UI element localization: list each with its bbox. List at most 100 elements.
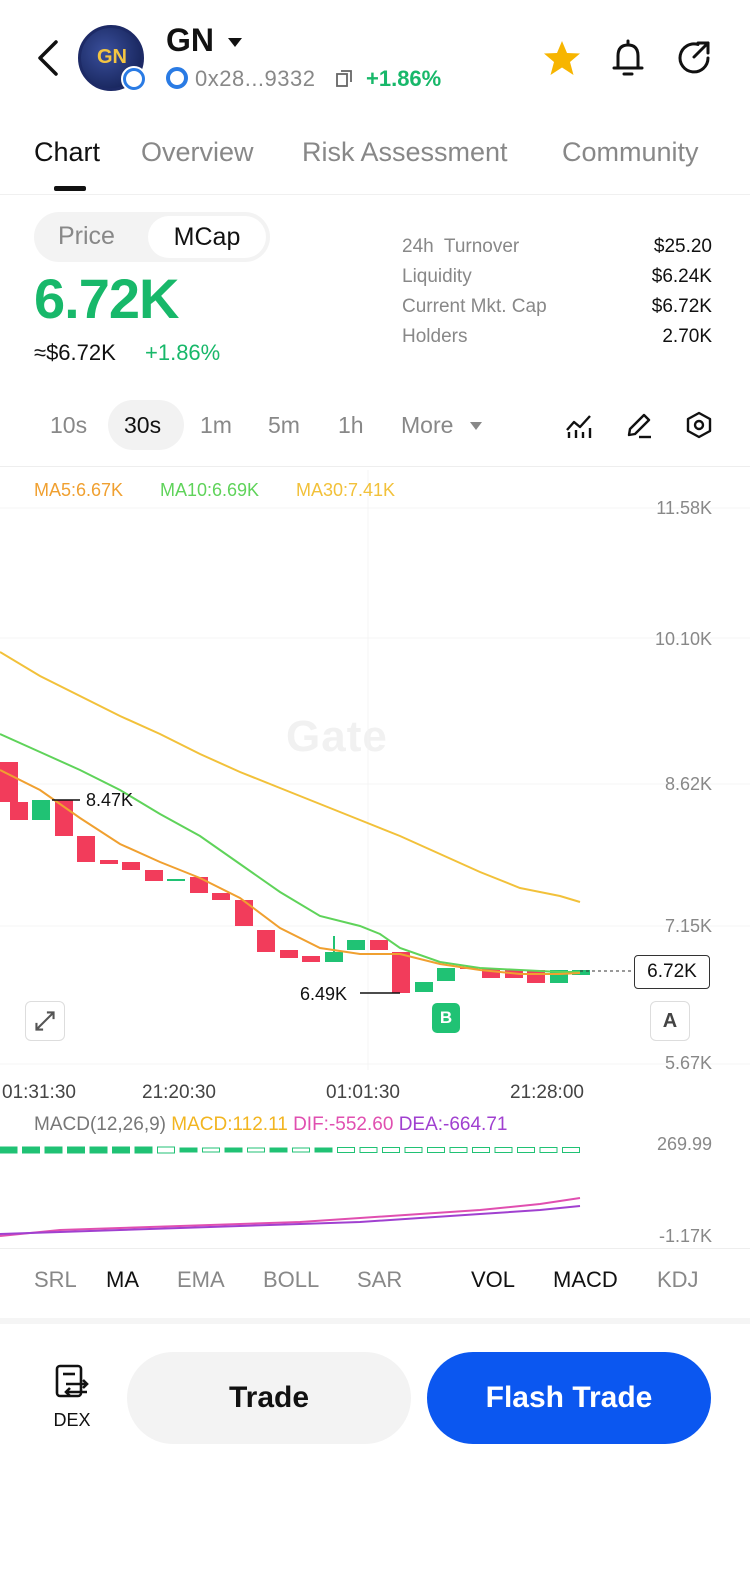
indicator-vol[interactable]: VOL <box>471 1267 516 1292</box>
indicator-ma[interactable]: MA <box>106 1267 139 1292</box>
ma5-legend: MA5:6.67K <box>34 480 124 500</box>
macd-bar <box>404 1147 423 1153</box>
bell-icon[interactable] <box>610 38 646 78</box>
macd-bar <box>134 1146 153 1154</box>
tab-community[interactable]: Community <box>562 137 699 167</box>
divider <box>0 466 750 467</box>
macd-dea: DEA:-664.71 <box>398 1114 508 1135</box>
macd-bar <box>44 1146 63 1154</box>
macd-bar <box>427 1147 445 1153</box>
candle-up <box>347 940 365 950</box>
trade-button[interactable]: Trade <box>127 1352 411 1444</box>
token-logo: GN <box>78 25 147 92</box>
candle-down <box>257 930 275 952</box>
low-price-label: 6.49K <box>300 984 348 1004</box>
macd-bar <box>562 1147 580 1153</box>
macd-bar <box>179 1147 198 1153</box>
tab-chart[interactable]: Chart <box>34 137 101 167</box>
macd-value: MACD:112.11 <box>171 1114 288 1135</box>
macd-bar <box>247 1147 265 1153</box>
gate-watermark: Gate <box>286 712 388 761</box>
y-axis-label: 10.10K <box>654 629 712 649</box>
x-axis-label: 21:28:00 <box>510 1082 584 1103</box>
candle-up <box>167 879 185 881</box>
macd-bar <box>269 1147 288 1153</box>
token-name[interactable]: GN <box>166 22 214 58</box>
x-axis-label: 01:01:30 <box>326 1082 400 1103</box>
interval-more[interactable]: More <box>401 412 454 438</box>
indicator-kdj[interactable]: KDJ <box>657 1267 699 1292</box>
back-arrow-icon[interactable] <box>30 38 66 78</box>
interval-10s[interactable]: 10s <box>50 412 88 438</box>
macd-legend: MACD(12,26,9) MACD:112.11 DIF:-552.60 DE… <box>34 1114 507 1136</box>
indicator-sar[interactable]: SAR <box>357 1267 403 1292</box>
candle-down <box>100 860 118 864</box>
macd-bar <box>22 1146 40 1154</box>
ma5-line <box>0 769 581 975</box>
more-dropdown-icon <box>470 422 482 430</box>
share-icon[interactable] <box>674 38 714 78</box>
macd-dif: DIF:-552.60 <box>293 1114 394 1135</box>
dex-icon <box>55 1364 89 1398</box>
dex-button[interactable]: DEX <box>44 1362 100 1432</box>
expand-icon[interactable] <box>25 1001 65 1041</box>
interval-30s[interactable]: 30s <box>124 412 162 438</box>
candle-down <box>370 940 388 950</box>
indicator-ema[interactable]: EMA <box>177 1267 225 1292</box>
y-axis-label: 8.62K <box>664 774 712 794</box>
candle-down <box>122 862 140 870</box>
macd-bar <box>314 1147 333 1153</box>
candle-down <box>482 968 500 978</box>
toggle-price-option[interactable]: Price <box>58 222 115 250</box>
candle-down <box>10 802 28 820</box>
macd-bar <box>89 1146 108 1154</box>
pencil-draw-icon[interactable] <box>624 410 654 440</box>
stat-value: $25.20 <box>653 236 712 257</box>
token-dropdown-icon[interactable] <box>228 38 242 47</box>
toggle-mcap-option[interactable]: MCap <box>148 216 266 258</box>
interval-bar: 10s 30s 1m 5m 1h More <box>0 398 750 454</box>
x-axis-label: 01:31:30 <box>2 1082 76 1103</box>
interval-5m[interactable]: 5m <box>268 412 300 438</box>
y-axis-label: 7.15K <box>664 916 712 936</box>
chain-icon <box>166 67 188 89</box>
stat-value: $6.72K <box>651 296 712 317</box>
chart-grid <box>0 470 750 1070</box>
candle-down <box>145 870 163 881</box>
tab-overview[interactable]: Overview <box>141 137 254 167</box>
stat-label: Liquidity <box>402 266 472 287</box>
stat-value: $6.24K <box>651 266 712 287</box>
bottom-separator <box>0 1318 750 1324</box>
active-interval-pill <box>108 400 184 450</box>
indicator-boll[interactable]: BOLL <box>263 1267 320 1292</box>
copy-icon[interactable] <box>336 70 352 87</box>
stats-panel: 24h Turnover $25.20 Liquidity $6.24K Cur… <box>402 236 712 356</box>
favorite-star-icon[interactable] <box>542 38 582 78</box>
buy-marker[interactable]: B <box>432 1003 460 1033</box>
macd-y-bottom: -1.17K <box>658 1226 712 1246</box>
header: GN GN 0x28...9332 +1.86% <box>0 0 750 120</box>
token-logo-text: GN <box>97 46 127 68</box>
indicator-chart-icon[interactable] <box>564 410 594 440</box>
current-price-tag: 6.72K <box>634 955 710 989</box>
macd-bar <box>449 1147 468 1153</box>
auto-scale-button[interactable]: A <box>650 1001 690 1041</box>
candle-up <box>572 970 590 975</box>
settings-hexagon-icon[interactable] <box>684 410 714 440</box>
active-tab-indicator <box>54 186 86 191</box>
tab-risk-assessment[interactable]: Risk Assessment <box>302 137 508 167</box>
usd-value: ≈$6.72K <box>34 340 116 365</box>
interval-1m[interactable]: 1m <box>200 412 232 438</box>
main-tabs: Chart Overview Risk Assessment Community <box>0 125 750 195</box>
indicator-bar: SRL MA EMA BOLL SAR VOL MACD KDJ <box>0 1248 750 1310</box>
dex-label: DEX <box>53 1410 91 1430</box>
candle-up <box>415 982 433 992</box>
indicator-macd[interactable]: MACD <box>553 1267 618 1292</box>
macd-bar <box>112 1146 130 1154</box>
price-chart[interactable]: Gate MA5:6.67K MA10:6.69K MA30:7.41K 11.… <box>0 470 750 1110</box>
candle-up <box>325 952 343 962</box>
indicator-srl[interactable]: SRL <box>34 1267 77 1292</box>
candle-down <box>392 952 410 993</box>
flash-trade-button[interactable]: Flash Trade <box>427 1352 711 1444</box>
interval-1h[interactable]: 1h <box>338 412 364 438</box>
